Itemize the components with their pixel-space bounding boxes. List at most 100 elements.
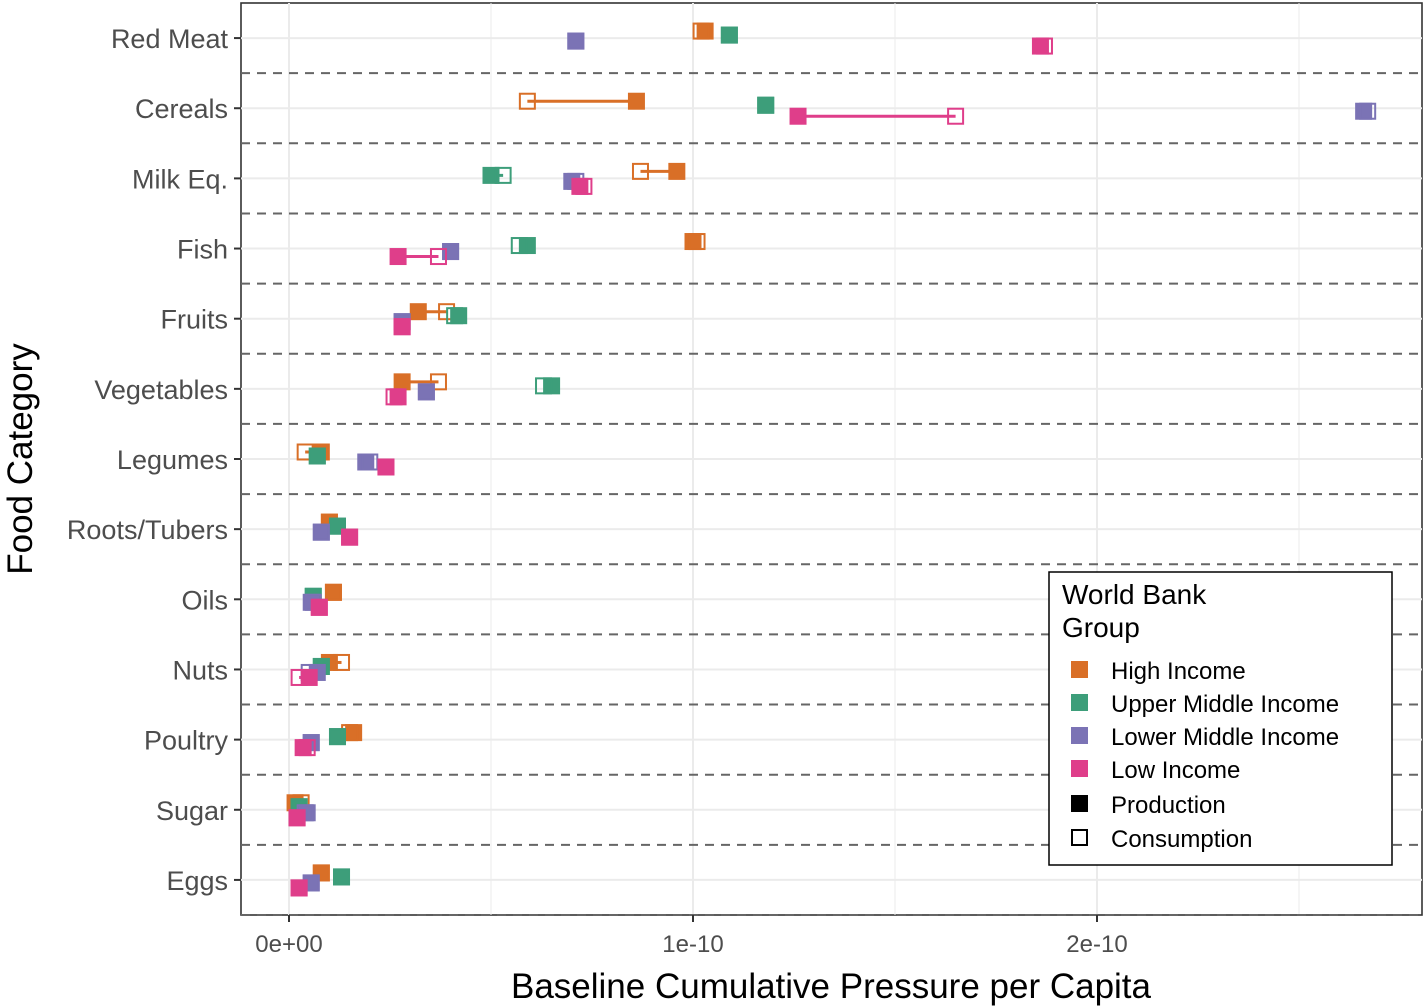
consumption-point: [535, 377, 553, 395]
y-axis-title: Food Category: [1, 343, 40, 575]
consumption-point: [312, 864, 330, 882]
production-point: [389, 248, 407, 266]
production-point: [294, 739, 312, 757]
production-point: [442, 243, 460, 261]
consumption-point: [688, 233, 706, 251]
production-point: [310, 598, 328, 616]
x-axis: 0e+00 1e-10 2e-10: [255, 915, 1128, 958]
x-tick-label: 0e+00: [255, 931, 322, 958]
y-tick-label: Sugar: [156, 796, 228, 826]
consumption-point: [310, 598, 328, 616]
legend: World Bank Group High Income Upper Middle…: [1048, 571, 1393, 866]
y-tick-label: Nuts: [172, 655, 228, 685]
consumption-point: [429, 373, 447, 391]
consumption-point: [298, 739, 316, 757]
y-tick-label: Cereals: [135, 94, 228, 124]
legend-production-key: [1071, 795, 1088, 812]
y-tick-label: Vegetables: [94, 375, 228, 405]
consumption-point: [341, 528, 359, 546]
consumption-point: [631, 162, 649, 180]
production-point: [627, 92, 645, 110]
production-point: [357, 453, 375, 471]
consumption-point: [328, 517, 346, 535]
production-point: [450, 307, 468, 325]
production-point: [290, 879, 308, 897]
production-point: [308, 447, 326, 465]
legend-label: Upper Middle Income: [1111, 691, 1339, 718]
legend-swatch: [1071, 661, 1088, 678]
consumption-point: [385, 388, 403, 406]
production-point: [571, 177, 589, 195]
legend-title-line2: Group: [1062, 612, 1140, 643]
production-point: [393, 373, 411, 391]
x-tick-label: 2e-10: [1066, 931, 1127, 958]
consumption-point: [308, 447, 326, 465]
legend-label: High Income: [1111, 658, 1246, 685]
consumption-point: [324, 583, 342, 601]
consumption-point: [288, 809, 306, 827]
consumption-point: [567, 32, 585, 50]
legend-title-line1: World Bank: [1062, 579, 1207, 610]
y-tick-label: Fruits: [161, 305, 229, 335]
consumption-point: [692, 22, 710, 40]
production-point: [288, 809, 306, 827]
production-point: [696, 22, 714, 40]
production-point: [345, 724, 363, 742]
production-point: [328, 728, 346, 746]
production-point: [300, 668, 318, 686]
legend-label: Low Income: [1111, 757, 1240, 784]
production-point: [389, 388, 407, 406]
legend-items: High Income Upper Middle Income Lower Midd…: [1071, 658, 1339, 853]
consumption-point: [312, 523, 330, 541]
production-point: [341, 528, 359, 546]
consumption-point: [575, 177, 593, 195]
production-point: [312, 523, 330, 541]
production-point: [333, 868, 351, 886]
consumption-point: [442, 243, 460, 261]
consumption-point: [757, 96, 775, 114]
consumption-point: [446, 307, 464, 325]
legend-consumption-key: [1071, 829, 1088, 846]
legend-swatch: [1071, 727, 1088, 744]
y-tick-label: Milk Eq.: [132, 164, 228, 194]
consumption-point: [494, 166, 512, 184]
production-point: [789, 107, 807, 125]
legend-swatch: [1071, 760, 1088, 777]
x-axis-title: Baseline Cumulative Pressure per Capita: [511, 967, 1152, 1006]
consumption-point: [393, 318, 411, 336]
production-point: [409, 303, 427, 321]
y-axis: Red Meat Cereals Milk Eq. Fish Fruits Vegetab…: [67, 24, 241, 896]
consumption-point: [290, 879, 308, 897]
y-tick-label: Eggs: [166, 866, 228, 896]
consumption-point: [510, 237, 528, 255]
production-point: [684, 233, 702, 251]
consumption-point: [417, 383, 435, 401]
production-point: [757, 96, 775, 114]
consumption-point: [1359, 102, 1377, 120]
consumption-point: [429, 248, 447, 266]
production-point: [1031, 37, 1049, 55]
consumption-point: [328, 728, 346, 746]
data-points: [286, 22, 1377, 897]
consumption-point: [1035, 37, 1053, 55]
consumption-point: [720, 26, 738, 44]
production-point: [324, 583, 342, 601]
consumption-point: [947, 107, 965, 125]
production-point: [668, 162, 686, 180]
consumption-point: [333, 653, 351, 671]
production-point: [393, 318, 411, 336]
y-tick-label: Legumes: [117, 445, 228, 475]
production-point: [377, 458, 395, 476]
production-point: [567, 32, 585, 50]
production-point: [1355, 102, 1373, 120]
consumption-point: [333, 868, 351, 886]
y-tick-label: Poultry: [144, 726, 229, 756]
legend-swatch: [1071, 694, 1088, 711]
legend-label: Production: [1111, 792, 1226, 819]
legend-label: Lower Middle Income: [1111, 724, 1339, 751]
consumption-point: [361, 453, 379, 471]
consumption-point: [518, 92, 536, 110]
y-tick-label: Fish: [177, 235, 228, 265]
consumption-point: [290, 668, 308, 686]
